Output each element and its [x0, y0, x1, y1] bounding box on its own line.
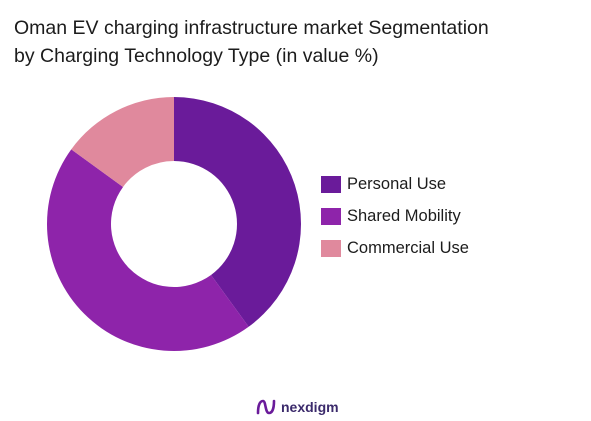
legend-swatch — [321, 207, 341, 225]
slice-commercial-use — [71, 97, 174, 187]
chart-title-line-1: Oman EV charging infrastructure market S… — [14, 17, 489, 39]
chart-title-line-2: by Charging Technology Type (in value %) — [14, 45, 379, 67]
legend-label: Shared Mobility — [347, 206, 461, 225]
legend-swatch — [321, 239, 341, 257]
brand-logo: nexdigm — [255, 397, 339, 417]
legend-swatch — [321, 175, 341, 193]
legend-item-personal-use: Personal Use — [321, 168, 469, 200]
slice-shared-mobility — [47, 149, 249, 351]
legend-item-commercial-use: Commercial Use — [321, 232, 469, 264]
chart-title: Oman EV charging infrastructure market S… — [14, 14, 584, 70]
brand-name: nexdigm — [281, 399, 339, 415]
slice-personal-use — [174, 97, 301, 327]
chart-legend: Personal Use Shared Mobility Commercial Us… — [321, 168, 469, 264]
legend-item-shared-mobility: Shared Mobility — [321, 200, 469, 232]
legend-label: Commercial Use — [347, 238, 469, 257]
nexdigm-logo-icon — [256, 399, 276, 415]
legend-label: Personal Use — [347, 174, 447, 193]
